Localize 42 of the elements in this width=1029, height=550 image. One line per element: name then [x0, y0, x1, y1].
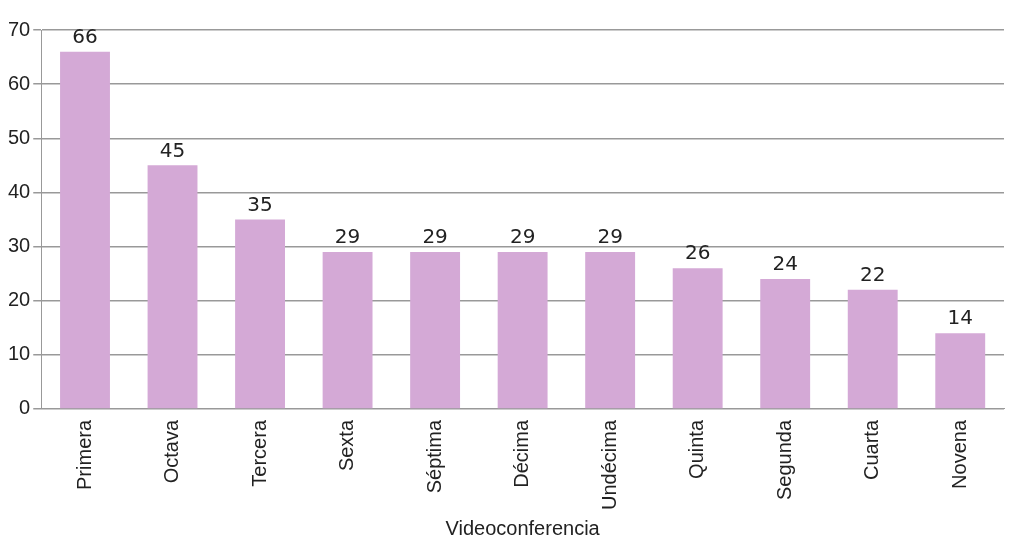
data-label: 35: [247, 191, 273, 216]
x-tick-label: Séptima: [422, 419, 445, 494]
data-label: 29: [509, 224, 536, 249]
x-tick-label: Undécima: [597, 419, 620, 511]
x-tick-label: Décima: [510, 419, 533, 488]
bar: [147, 165, 198, 409]
y-tick-label: 20: [8, 288, 31, 311]
bar: [497, 251, 548, 409]
x-tick-label: Novena: [947, 419, 970, 489]
y-tick-label: 60: [8, 71, 31, 94]
data-label: 26: [684, 240, 711, 265]
x-tick-label: Tercera: [247, 419, 270, 487]
y-tick-label: 0: [19, 396, 31, 419]
bar: [322, 251, 373, 409]
data-label: 66: [72, 23, 98, 48]
x-tick-label: Segunda: [772, 419, 795, 501]
data-label: 45: [159, 137, 186, 162]
x-tick-label: Quinta: [685, 419, 708, 479]
bar: [935, 333, 986, 409]
bar: [585, 251, 636, 409]
data-label: 24: [772, 251, 798, 276]
data-label: 29: [597, 224, 623, 249]
data-label: 22: [859, 262, 886, 287]
y-tick-label: 10: [8, 342, 31, 365]
data-label: 29: [334, 224, 361, 249]
x-tick-label: Sexta: [335, 419, 358, 472]
bar: [235, 219, 285, 409]
y-tick-label: 70: [8, 17, 31, 40]
x-tick-label: Cuarta: [860, 419, 883, 480]
data-label: 14: [947, 305, 973, 330]
y-tick-label: 50: [8, 125, 31, 148]
x-tick-label: Primera: [72, 419, 95, 490]
y-tick-label: 40: [8, 179, 31, 202]
bar: [847, 289, 898, 409]
bar: [410, 251, 461, 409]
y-tick-label: 30: [8, 234, 31, 257]
bar: [672, 268, 723, 409]
x-axis-title: Videoconferencia: [445, 516, 601, 539]
x-tick-label: Octava: [160, 419, 183, 484]
bar: [60, 51, 110, 409]
data-label: 29: [422, 224, 448, 249]
bar: [760, 279, 811, 409]
